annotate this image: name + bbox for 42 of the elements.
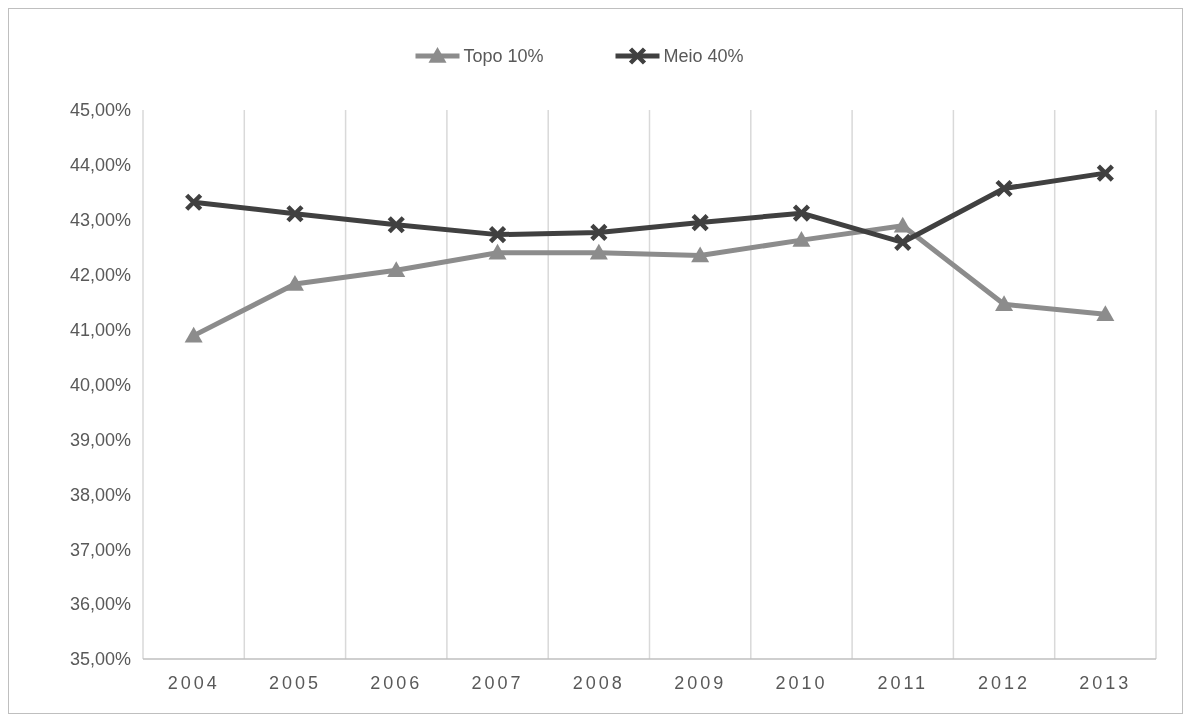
point xyxy=(690,213,710,232)
y-tick-label: 42,00% xyxy=(69,265,131,285)
point xyxy=(792,231,811,247)
x-tick-label: 2006 xyxy=(370,673,423,693)
x-tick-label: 2011 xyxy=(877,673,929,693)
y-tick-label: 40,00% xyxy=(69,374,131,395)
point xyxy=(1096,305,1115,321)
x-tick-label: 2005 xyxy=(268,673,321,693)
x-tick-label: 2010 xyxy=(775,673,828,693)
x-tick-label: 2008 xyxy=(572,673,625,693)
point xyxy=(691,246,710,263)
y-tick-label: 38,00% xyxy=(69,484,131,505)
y-tick-label: 44,00% xyxy=(69,155,131,176)
y-tick-label: 36,00% xyxy=(69,594,131,615)
point xyxy=(589,223,609,242)
point xyxy=(995,295,1014,312)
point xyxy=(893,233,912,252)
y-tick-label: 43,00% xyxy=(69,210,131,231)
point xyxy=(589,243,608,260)
point xyxy=(285,275,304,291)
point xyxy=(488,225,507,244)
point xyxy=(387,261,406,278)
point xyxy=(488,243,507,260)
point xyxy=(184,326,203,343)
x-tick-label: 2013 xyxy=(1079,673,1132,693)
point xyxy=(1096,163,1115,183)
x-tick-label: 2004 xyxy=(167,673,220,693)
y-tick-label: 41,00% xyxy=(69,319,131,340)
point xyxy=(184,192,203,212)
y-tick-label: 45,00% xyxy=(69,100,131,121)
point xyxy=(387,215,406,234)
point xyxy=(792,203,811,223)
x-tick-label: 2009 xyxy=(674,673,727,693)
point xyxy=(994,179,1014,198)
x-tick-label: 2012 xyxy=(978,673,1031,693)
y-tick-label: 39,00% xyxy=(69,429,131,450)
legend-label: Topo 10% xyxy=(463,46,544,67)
y-tick-label: 37,00% xyxy=(69,539,131,560)
y-tick-label: 35,00% xyxy=(69,649,131,670)
legend-label: Meio 40% xyxy=(663,46,744,67)
x-tick-label: 2007 xyxy=(471,673,524,693)
point xyxy=(285,204,305,224)
